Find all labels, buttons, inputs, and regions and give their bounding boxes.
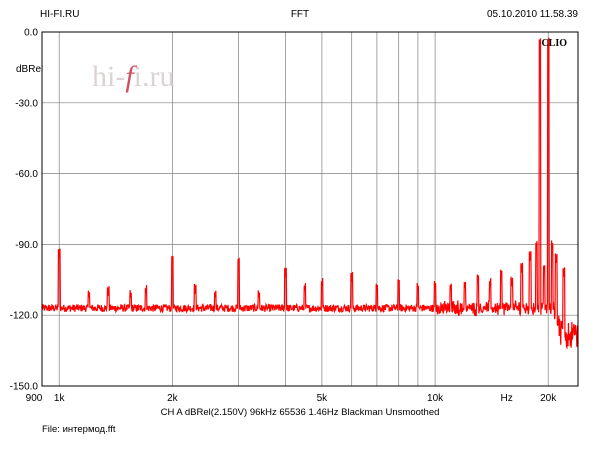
x-tick-label: 10k (427, 393, 444, 404)
series-ch-a-trace (41, 37, 579, 350)
hi-fi-watermark: hi-fi.ru (92, 60, 175, 93)
measurement-info: CH A dBRel(2.150V) 96kHz 65536 1.46Hz Bl… (160, 407, 440, 418)
y-tick-label: 0.0 (24, 28, 38, 39)
y-tick-label: -60.0 (15, 169, 38, 180)
y-axis-label: dBRel (16, 64, 43, 75)
y-tick-label: -30.0 (15, 98, 38, 109)
x-tick-labels: 900 1k 2k 5k 10k 20k Hz (26, 393, 558, 404)
header-left-label: HI-FI.RU (40, 9, 80, 20)
y-tick-label: -120.0 (10, 311, 39, 322)
y-tick-label: -90.0 (15, 240, 38, 251)
x-unit-label: Hz (500, 393, 512, 404)
header-timestamp: 05.10.2010 11.58.39 (486, 9, 578, 20)
x-tick-label: 5k (317, 393, 329, 404)
y-tick-labels: 0.0 -30.0 -60.0 -90.0 -120.0 -150.0 (10, 28, 39, 393)
file-name: File: интермод.fft (42, 424, 116, 435)
x-tick-label: 20k (540, 393, 557, 404)
x-tick-label: 1k (54, 393, 66, 404)
y-tick-label: -150.0 (10, 382, 39, 393)
x-tick-label: 2k (167, 393, 179, 404)
plot-frame (41, 31, 579, 387)
svg-text:hi-fi.ru: hi-fi.ru (92, 60, 175, 93)
header-title: FFT (290, 9, 310, 20)
x-tick-label: 900 (26, 393, 43, 404)
clio-logo: CLIO (541, 38, 567, 49)
